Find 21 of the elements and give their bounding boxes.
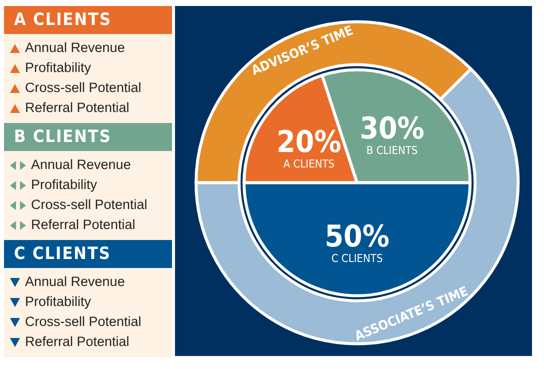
text: Referral Potential xyxy=(25,99,130,117)
slice-label: A CLIENTS xyxy=(283,157,335,170)
text: Annual Revenue xyxy=(25,273,125,291)
text: Profitability xyxy=(25,293,92,311)
slice-label: C CLIENTS xyxy=(331,252,383,265)
text: A CLIENTS xyxy=(4,6,172,34)
slice-label: B CLIENTS xyxy=(366,144,418,158)
text: C CLIENTS xyxy=(4,240,172,268)
text: Profitability xyxy=(25,59,92,77)
data-label: 50% xyxy=(324,219,390,254)
text: Referral Potential xyxy=(31,216,136,234)
text: Profitability xyxy=(31,176,98,194)
text: Annual Revenue xyxy=(25,39,125,57)
text: Cross-sell Potential xyxy=(25,79,142,97)
data-label: 20% xyxy=(276,124,342,160)
text: Annual Revenue xyxy=(31,156,131,174)
text: Cross-sell Potential xyxy=(25,313,142,331)
text: B CLIENTS xyxy=(4,123,172,151)
data-label: 30% xyxy=(360,112,424,147)
text: Cross-sell Potential xyxy=(31,196,148,214)
text: Referral Potential xyxy=(25,333,130,351)
